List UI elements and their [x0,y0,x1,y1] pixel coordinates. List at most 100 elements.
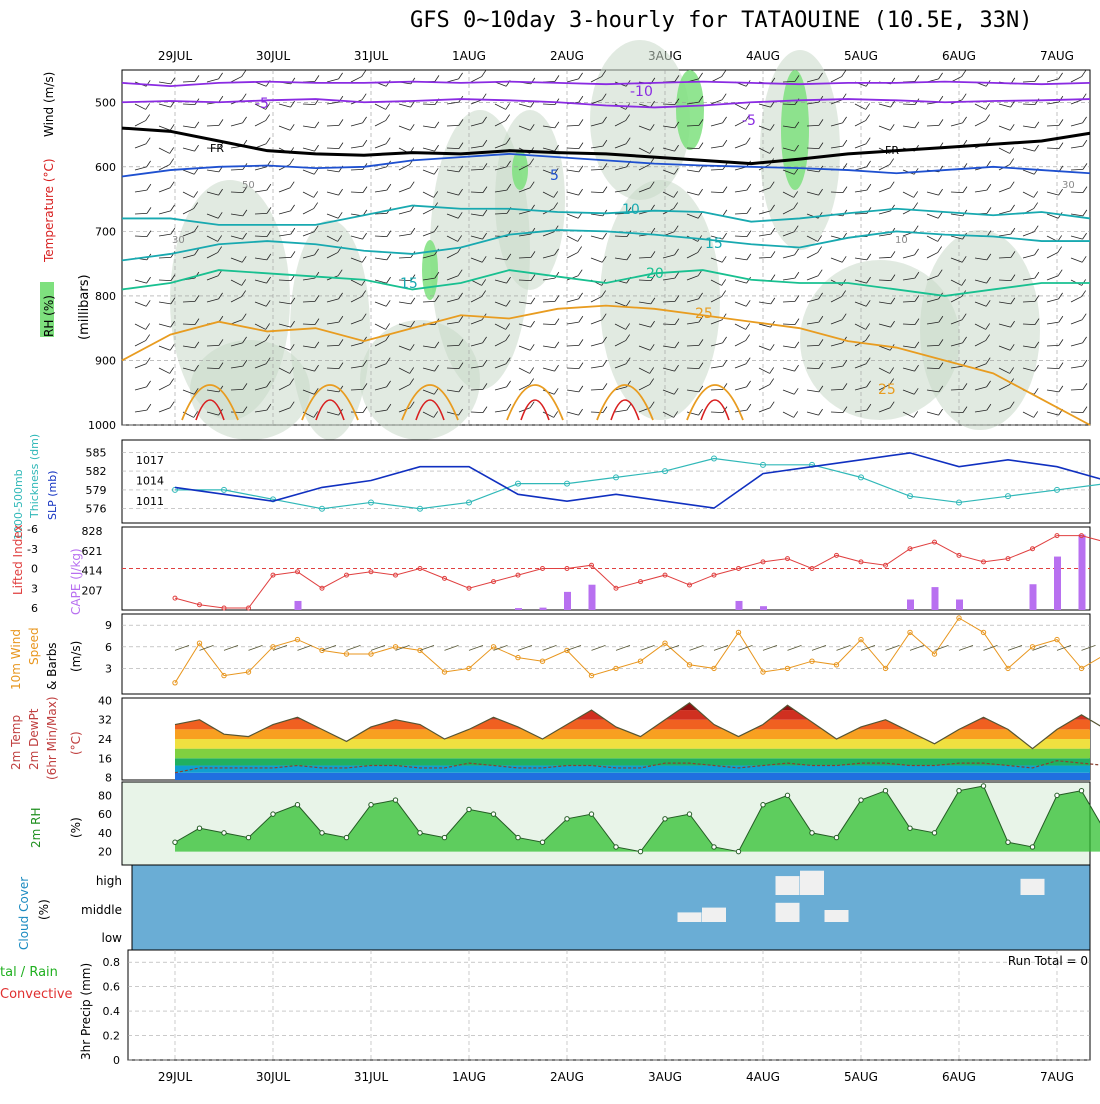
wind-barb [710,279,722,286]
wind-barb-flag [169,147,175,154]
wind-barb [518,345,531,351]
wind-barb [230,168,244,171]
wind-speed-point [515,654,521,661]
slp-axis-label: SLP (mb) [46,470,59,520]
wind-barb [686,367,700,370]
wind-barb [158,301,171,305]
wind-barb [782,367,795,372]
wind-barb-flag [338,339,344,346]
wind-barb-flag [266,183,272,191]
date-label-bottom: 4AUG [746,1070,780,1084]
wind-barb-flag [817,235,823,242]
wind-barb [422,125,435,129]
wind-barb [134,363,147,369]
wind-barb [321,645,337,651]
wind-barb-flag [290,227,296,235]
wind-barb-flag [169,378,175,385]
wind-barb-flag [433,191,439,198]
wind-barb [446,169,459,173]
wind-barb [854,279,867,284]
wind-barb-flag [793,388,799,395]
wind-barb [518,323,531,328]
wind-barb [134,386,147,391]
wind-barb [518,187,531,193]
wind-barb-flag [818,72,823,80]
wind-barb-flag [218,119,224,126]
wind-barb [758,323,771,328]
wind-barb [566,321,579,325]
wind-barb [230,296,242,303]
wind-barb-flag [649,378,655,385]
rh-point [466,806,472,813]
wind-barb [998,125,1011,131]
wind-barb [278,407,291,413]
wind-speed-point [637,658,644,664]
wind-barb [158,407,171,413]
wind-barb [902,103,916,106]
wind-barb-flag [457,235,463,242]
wind-barb [590,388,604,391]
wind-barb-flag [601,70,607,77]
wind-barb-flag [361,70,367,77]
wind-barb-flag [1082,383,1088,390]
rh-high-shading [422,240,438,300]
li-ytick: -6 [27,523,38,536]
wind-barb [134,340,146,347]
wind-barb [662,277,675,281]
wind-speed-point [368,651,374,657]
wind-barb-flag [673,411,679,418]
wind-barb-flag [1034,295,1040,302]
wind-barb [302,323,316,326]
wind-barb [734,143,747,149]
wind-barb-flag [410,320,415,328]
wind-barb [254,212,268,215]
cape-bar [515,608,522,610]
wind-barb-flag [985,323,991,330]
thickness-point [515,480,521,487]
wind-barb-flag [241,279,247,286]
isotherm-label: -10 [630,84,653,100]
wind-speed-point [221,672,227,679]
wind-barb-flag [146,380,151,388]
wind-barb [1046,191,1059,196]
wind-barb-flag [529,181,535,188]
wind-barb [710,365,723,369]
wind-barb [1046,275,1059,281]
precip-ytick: 0.6 [103,981,121,994]
date-label-top: 5AUG [844,49,878,63]
wind-barb [782,277,795,281]
wind-barb [926,275,939,281]
wind-barb-flag [842,139,848,147]
wind-barb [419,645,435,651]
wind-barb-flag [1009,147,1015,154]
wind-barb [326,124,340,127]
wind-barb-flag [266,276,271,284]
wind-barb-flag [241,70,247,77]
rh-point [662,816,668,822]
wind-barb [350,145,363,149]
wind-barb-flag [937,235,943,242]
rh-point [343,834,350,841]
wind-barb [998,279,1012,282]
thickness-point [1005,493,1011,500]
wind-barb-flag [962,116,967,124]
wind-barb-flag [361,313,367,320]
wind-barb-flag [890,297,896,305]
wind-barb [998,233,1011,237]
wind-barb-flag [769,401,775,408]
wind-barb [494,166,507,171]
cloud-level-label: high [96,874,122,888]
chart-title: GFS 0~10day 3-hourly for TATAOUINE (10.5… [410,8,1033,33]
wind-barb-flag [866,160,871,168]
wind-barb-flag [337,269,343,276]
wind-barb [542,231,555,237]
wind-barb [686,101,699,105]
wind-barb [398,384,410,391]
wind-speed-point [1054,636,1060,643]
wind-barb [926,213,939,219]
wind-barb-flag [241,290,247,297]
wind-barb-flag [986,253,992,261]
wind-barb-flag [194,341,200,349]
wind-barb-flag [314,295,320,302]
